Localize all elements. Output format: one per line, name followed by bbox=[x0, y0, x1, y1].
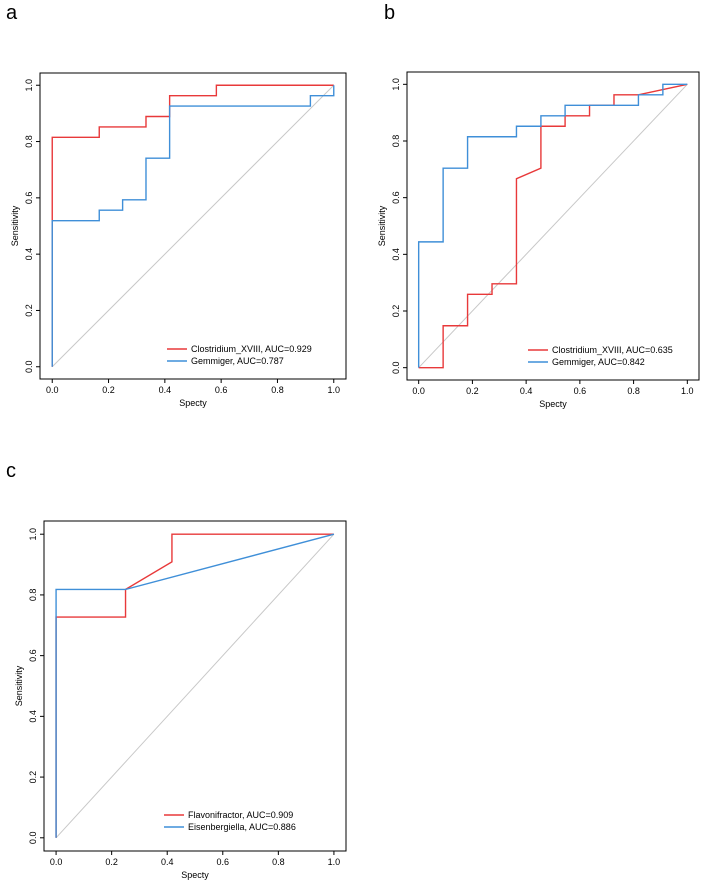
x-axis-title: Specty bbox=[539, 399, 567, 409]
legend-label-2: Gemmiger, AUC=0.787 bbox=[191, 356, 284, 366]
y-tick-label: 0.0 bbox=[391, 361, 401, 374]
roc-curve-2 bbox=[55, 533, 335, 838]
y-axis-title: Sensitivity bbox=[14, 665, 24, 706]
y-tick-label: 0.4 bbox=[28, 710, 38, 723]
diagonal-reference-line bbox=[51, 84, 335, 368]
legend-label-1: Clostridium_XVIII, AUC=0.635 bbox=[552, 345, 673, 355]
y-tick-label: 0.8 bbox=[24, 135, 34, 148]
x-axis-title: Specty bbox=[179, 398, 207, 408]
y-tick-label: 0.8 bbox=[28, 589, 38, 602]
legend-label-2: Eisenbergiella, AUC=0.886 bbox=[188, 822, 296, 832]
x-axis-title: Specty bbox=[181, 870, 209, 880]
plot-frame bbox=[43, 520, 347, 852]
chart-group-a: 0.0 0.2 0.4 0.6 0.8 1.0 0.0 0.2 0.4 0.6 0.8 1.0 Spec… bbox=[10, 72, 347, 408]
y-tick-label: 0.4 bbox=[24, 248, 34, 261]
x-tick-label: 0.6 bbox=[215, 385, 228, 395]
y-tick-label: 0.6 bbox=[391, 191, 401, 204]
diagonal-reference-line bbox=[55, 533, 335, 839]
y-tick-label: 1.0 bbox=[391, 78, 401, 91]
x-tick-label: 0.8 bbox=[627, 386, 640, 396]
legend-label-2: Gemmiger, AUC=0.842 bbox=[552, 357, 645, 367]
x-tick-label: 1.0 bbox=[328, 385, 341, 395]
roc-curve-2 bbox=[417, 83, 688, 368]
roc-curve-2 bbox=[51, 85, 335, 367]
plot-frame bbox=[406, 71, 700, 381]
diagonal-reference-line bbox=[418, 83, 688, 369]
y-axis-title: Sensitivity bbox=[10, 205, 20, 246]
panel-letter-a: a bbox=[6, 2, 18, 24]
y-tick-label: 0.0 bbox=[28, 832, 38, 845]
x-tick-label: 0.4 bbox=[159, 385, 172, 395]
x-tick-label: 0.6 bbox=[574, 386, 587, 396]
legend-label-1: Flavonifractor, AUC=0.909 bbox=[188, 810, 293, 820]
x-tick-label: 1.0 bbox=[328, 857, 341, 867]
legend-label-1: Clostridium_XVIII, AUC=0.929 bbox=[191, 344, 312, 354]
x-tick-label: 0.2 bbox=[102, 385, 115, 395]
x-tick-label: 0.6 bbox=[217, 857, 230, 867]
x-tick-label: 0.4 bbox=[520, 386, 533, 396]
x-tick-label: 0.0 bbox=[50, 857, 63, 867]
chart-group-c: 0.0 0.2 0.4 0.6 0.8 1.0 0.0 0.2 0.4 0.6 0.8 1.0 Spec… bbox=[14, 520, 347, 880]
roc-curve-1 bbox=[51, 84, 334, 367]
y-tick-label: 1.0 bbox=[24, 79, 34, 92]
y-tick-label: 0.4 bbox=[391, 248, 401, 261]
x-tick-label: 0.2 bbox=[105, 857, 118, 867]
chart-group-b: 0.0 0.2 0.4 0.6 0.8 1.0 0.0 0.2 0.4 0.6 0.8 1.0 Spec… bbox=[377, 71, 700, 409]
x-tick-label: 1.0 bbox=[681, 386, 694, 396]
y-tick-label: 0.2 bbox=[28, 771, 38, 784]
x-tick-label: 0.2 bbox=[466, 386, 479, 396]
x-tick-label: 0.0 bbox=[412, 386, 425, 396]
plot-frame bbox=[39, 72, 347, 380]
panel-letter-b: b bbox=[384, 2, 396, 24]
panel-letter-c: c bbox=[6, 460, 16, 482]
y-tick-label: 1.0 bbox=[28, 528, 38, 541]
y-tick-label: 0.6 bbox=[24, 192, 34, 205]
x-tick-label: 0.0 bbox=[46, 385, 59, 395]
y-tick-label: 0.2 bbox=[391, 305, 401, 318]
y-axis-title: Sensitivity bbox=[377, 205, 387, 246]
y-tick-label: 0.0 bbox=[24, 361, 34, 374]
y-tick-label: 0.8 bbox=[391, 135, 401, 148]
x-tick-label: 0.8 bbox=[272, 857, 285, 867]
y-tick-label: 0.6 bbox=[28, 649, 38, 662]
x-tick-label: 0.8 bbox=[271, 385, 284, 395]
x-tick-label: 0.4 bbox=[161, 857, 174, 867]
y-tick-label: 0.2 bbox=[24, 304, 34, 317]
